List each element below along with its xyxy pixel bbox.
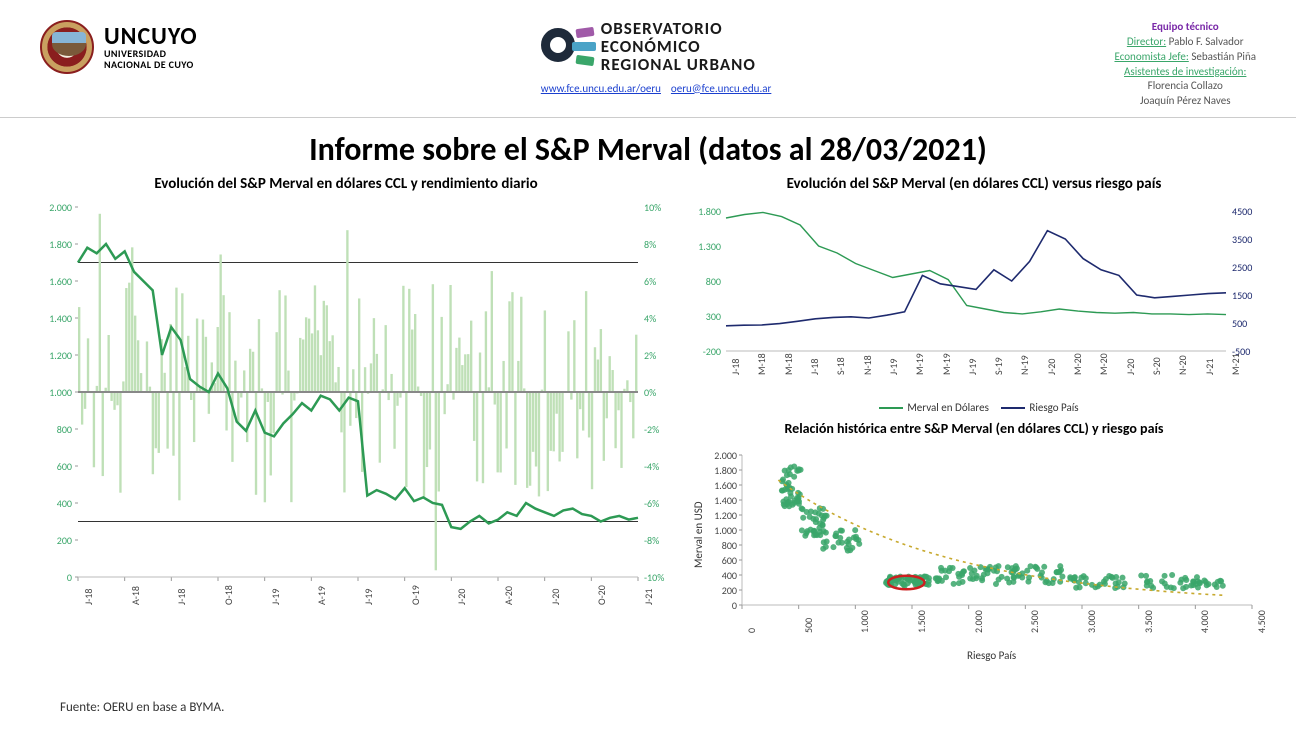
legend-merval: Merval en Dólares	[907, 401, 988, 414]
chart1-title: Evolución del S&P Merval en dólares CCL …	[30, 175, 662, 193]
charts-area: Evolución del S&P Merval en dólares CCL …	[0, 175, 1296, 667]
director-name: Pablo F. Salvador	[1169, 35, 1244, 48]
oec-mark-icon	[541, 22, 591, 72]
page-header: UNCUYO UNIVERSIDAD NACIONAL DE CUYO OBSE…	[0, 0, 1296, 118]
oec-url[interactable]: www.fce.uncu.edu.ar/oeru	[541, 82, 661, 95]
chart3-box: 02004006008001.0001.2001.4001.6001.8002.…	[682, 447, 1266, 667]
oec-links: www.fce.uncu.edu.ar/oeru oeru@fce.uncu.e…	[541, 82, 772, 95]
chart2-box: -2003008001.3001.800-5005001500250035004…	[682, 203, 1266, 393]
right-column: Evolución del S&P Merval (en dólares CCL…	[682, 175, 1266, 667]
chart3-ylabel: Merval en USD	[692, 501, 705, 568]
oec-line3: REGIONAL URBANO	[601, 56, 756, 74]
uncuyo-logo-block: UNCUYO UNIVERSIDAD NACIONAL DE CUYO	[40, 20, 198, 74]
uncuyo-text: UNCUYO UNIVERSIDAD NACIONAL DE CUYO	[104, 24, 198, 70]
team-title: Equipo técnico	[1114, 20, 1256, 35]
left-column: Evolución del S&P Merval en dólares CCL …	[30, 175, 662, 667]
oec-line2: ECONÓMICO	[601, 38, 756, 56]
chart3-xlabel: Riesgo País	[967, 649, 1016, 662]
chief-name: Sebastián Piña	[1191, 50, 1256, 63]
assist2: Joaquín Pérez Naves	[1114, 94, 1256, 109]
chart2-title: Evolución del S&P Merval (en dólares CCL…	[682, 175, 1266, 193]
team-block: Equipo técnico Director: Pablo F. Salvad…	[1114, 20, 1256, 109]
chart1-box: 02004006008001.0001.2001.4001.6001.8002.…	[30, 197, 662, 627]
oec-logo-block: OBSERVATORIO ECONÓMICO REGIONAL URBANO w…	[541, 20, 772, 95]
chief-role: Economista Jefe:	[1114, 50, 1188, 63]
legend-riesgo: Riesgo País	[1029, 401, 1078, 414]
uncuyo-shield-icon	[40, 20, 94, 74]
chart2-legend: Merval en Dólares Riesgo País	[682, 401, 1266, 414]
uncuyo-name: UNCUYO	[104, 24, 198, 49]
assist1: Florencia Collazo	[1114, 79, 1256, 94]
main-title: Informe sobre el S&P Merval (datos al 28…	[0, 130, 1296, 169]
uncuyo-sub2: NACIONAL DE CUYO	[104, 60, 198, 71]
assist-role: Asistentes de investigación:	[1124, 65, 1246, 78]
director-role: Director:	[1127, 35, 1166, 48]
oec-text: OBSERVATORIO ECONÓMICO REGIONAL URBANO	[601, 20, 756, 74]
source-note: Fuente: OERU en base a BYMA.	[60, 700, 224, 715]
chart3-title: Relación histórica entre S&P Merval (en …	[682, 420, 1266, 437]
oec-email[interactable]: oeru@fce.uncu.edu.ar	[671, 82, 771, 95]
